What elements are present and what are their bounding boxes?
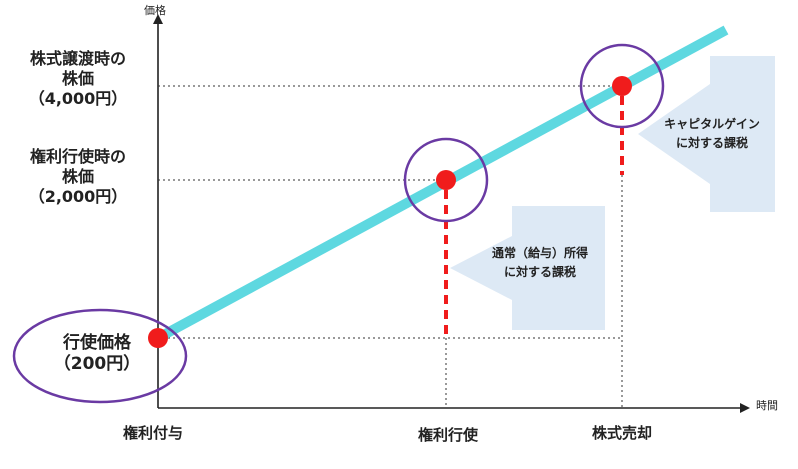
transfer-price-label: 株式譲渡時の 株価 （4,000円） — [4, 49, 152, 109]
exercise-label: 権利行使 — [417, 426, 478, 444]
transfer-price-label-line3: （4,000円） — [28, 89, 128, 108]
strike-price-label: 行使価格 （200円） — [22, 333, 172, 376]
sale-label: 株式売却 — [591, 424, 652, 442]
exercise-point-marker — [436, 170, 456, 190]
ordinary-income-tax-note-line2: に対する課税 — [503, 265, 576, 280]
ordinary-income-tax-arrow — [450, 206, 605, 330]
sale-point-highlight-circle — [579, 43, 665, 129]
capital-gain-tax-arrow — [638, 56, 775, 212]
strike-price-label-line1: 行使価格 — [63, 333, 131, 353]
grant-point-marker — [148, 328, 168, 348]
exercise-price-label-line3: （2,000円） — [28, 187, 128, 206]
exercise-price-label-line2: 株価 — [61, 167, 94, 186]
y-axis-title: 価格 — [144, 4, 166, 17]
exercise-price-label-line1: 権利行使時の — [29, 147, 126, 166]
strike-price-label-line2: （200円） — [53, 354, 141, 375]
sale-point-marker — [612, 76, 632, 96]
capital-gain-tax-note-line1: キャピタルゲイン — [664, 117, 760, 131]
strike-price-highlight-circle — [12, 308, 188, 404]
ordinary-income-tax-note-line1: 通常（給与）所得 — [491, 246, 588, 260]
x-axis-title: 時間 — [756, 399, 778, 412]
grant-label: 権利付与 — [122, 424, 183, 442]
transfer-price-label-line2: 株価 — [61, 69, 94, 88]
transfer-price-label-line1: 株式譲渡時の — [29, 49, 126, 68]
x-axis-arrowhead — [740, 403, 750, 413]
capital-gain-tax-note-line2: に対する課税 — [675, 136, 748, 151]
exercise-point-highlight-circle — [403, 137, 489, 223]
ordinary-income-tax-note: 通常（給与）所得 に対する課税 — [470, 244, 610, 282]
y-axis-arrowhead — [153, 14, 163, 24]
exercise-price-label: 権利行使時の 株価 （2,000円） — [4, 147, 152, 207]
capital-gain-tax-note: キャピタルゲイン に対する課税 — [642, 115, 782, 153]
